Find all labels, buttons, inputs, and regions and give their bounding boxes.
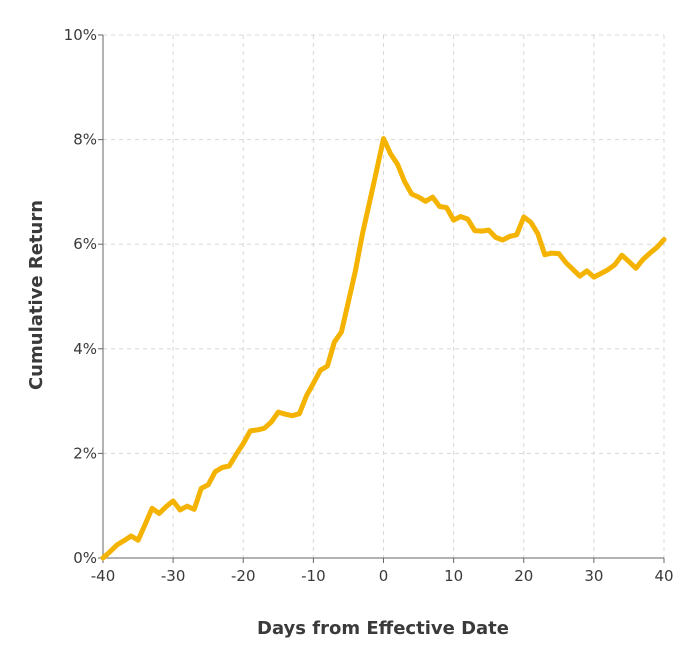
series-layer — [100, 136, 667, 561]
y-tick-label: 0% — [73, 549, 97, 567]
series-line — [100, 136, 667, 561]
x-tick-label: -10 — [301, 567, 326, 585]
y-tick-label: 6% — [73, 235, 97, 253]
y-tick-label: 10% — [64, 26, 97, 44]
x-tick-label: 10 — [444, 567, 463, 585]
tick-labels: -40 -30 -20 -10 0 10 20 30 40 0% 2% 4% 6% 8% 10% — [64, 26, 674, 585]
y-tick-label: 8% — [73, 131, 97, 149]
x-tick-label: -30 — [161, 567, 186, 585]
axes — [98, 34, 665, 563]
y-tick-label: 2% — [73, 444, 97, 462]
y-tick-label: 4% — [73, 340, 97, 358]
x-tick-label: 20 — [514, 567, 533, 585]
x-tick-label: 30 — [584, 567, 603, 585]
y-axis-title: Cumulative Return — [26, 200, 47, 390]
x-axis-title: Days from Effective Date — [257, 618, 509, 639]
x-tick-label: 40 — [654, 567, 673, 585]
x-tick-label: -40 — [91, 567, 116, 585]
grid — [103, 34, 665, 558]
x-tick-label: -20 — [231, 567, 256, 585]
x-tick-label: 0 — [379, 567, 389, 585]
